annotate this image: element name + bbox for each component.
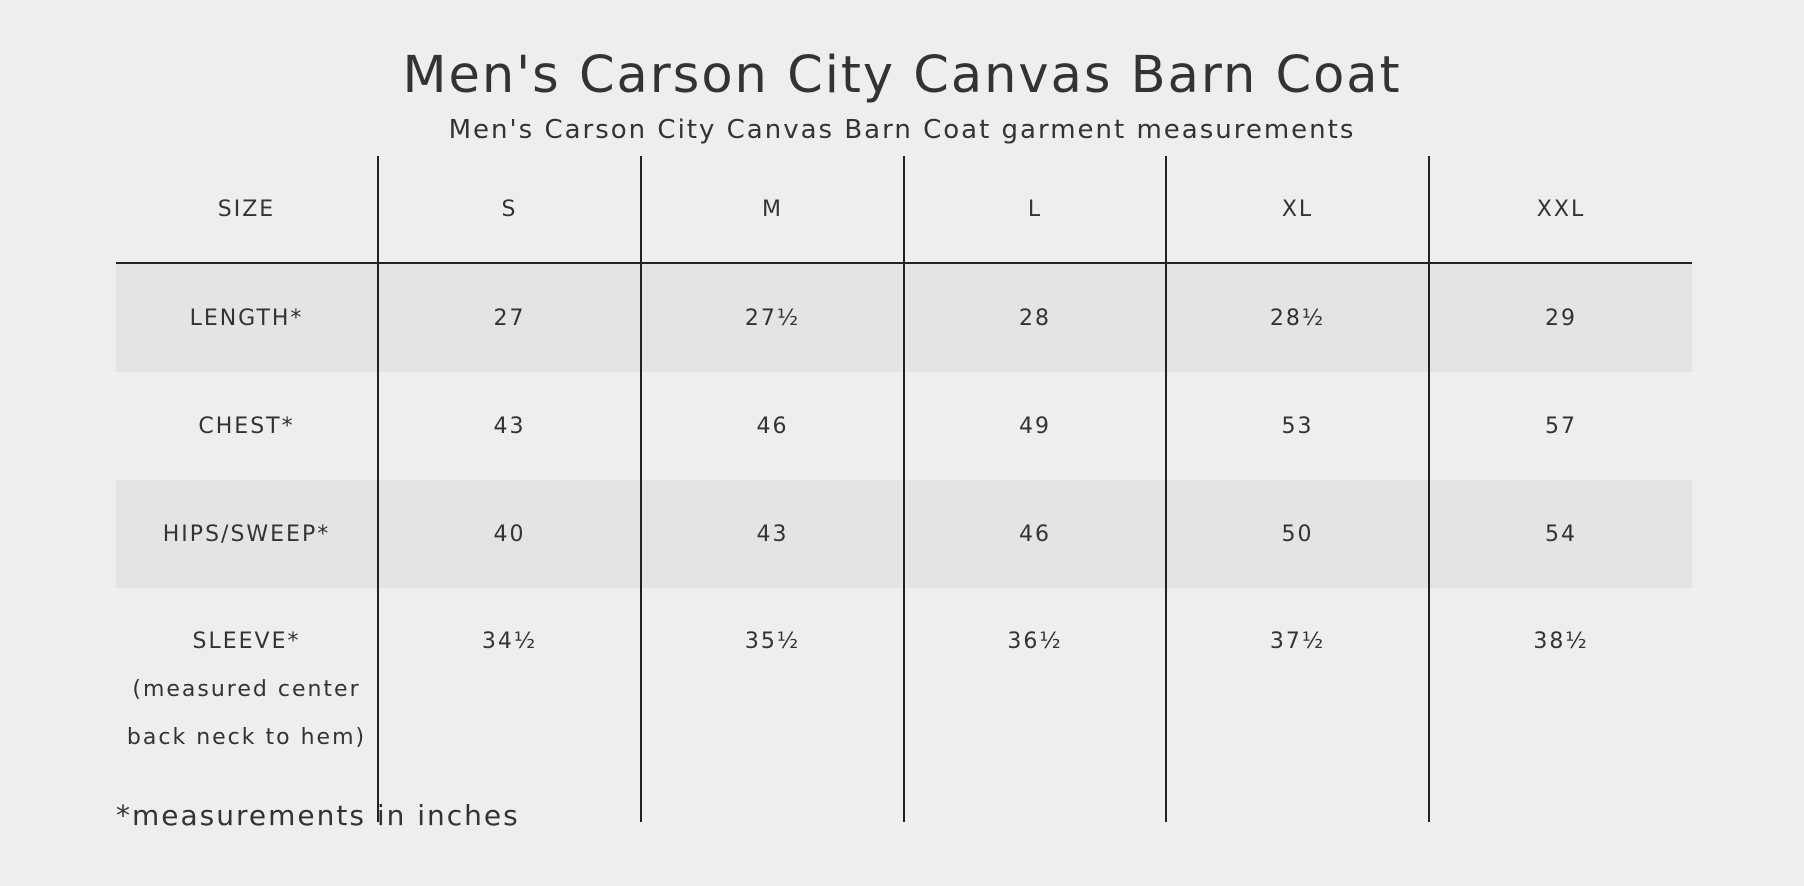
table-cell: 53 [1165, 372, 1429, 480]
table-cell: 46 [903, 480, 1166, 588]
table-cell: 40 [377, 480, 641, 588]
header-row: SIZE S M L XL XXL [116, 156, 1692, 264]
table-cell: 35½ [640, 588, 904, 822]
table-row-sleeve: SLEEVE* (measured center back neck to he… [116, 588, 1692, 822]
table-cell: 28 [903, 263, 1166, 372]
table-cell: 49 [903, 372, 1166, 480]
table-cell: 50 [1165, 480, 1429, 588]
table-cell: 34½ [377, 588, 641, 822]
table-row-length: LENGTH* 27 27½ 28 28½ 29 [116, 263, 1692, 372]
table-cell: 38½ [1428, 588, 1692, 822]
row-label-sleeve-cell: SLEEVE* (measured center back neck to he… [116, 588, 378, 822]
table-cell: 27½ [640, 263, 904, 372]
size-header-l: L [903, 156, 1166, 264]
table-cell: 46 [640, 372, 904, 480]
row-label-hips-sweep: HIPS/SWEEP* [116, 480, 378, 588]
page-title: Men's Carson City Canvas Barn Coat [402, 46, 1402, 105]
table-cell: 28½ [1165, 263, 1429, 372]
row-label-length: LENGTH* [116, 263, 378, 372]
table-cell: 29 [1428, 263, 1692, 372]
size-header-label: SIZE [116, 156, 378, 264]
page-subtitle: Men's Carson City Canvas Barn Coat garme… [448, 115, 1356, 145]
table-row-chest: CHEST* 43 46 49 53 57 [116, 372, 1692, 480]
row-label-chest: CHEST* [198, 413, 295, 439]
size-header-s: S [377, 156, 641, 264]
sleeve-note-line-1: (measured center [132, 677, 361, 702]
table-cell: 57 [1428, 372, 1692, 480]
size-header-xl: XL [1165, 156, 1429, 264]
size-header-xxl: XXL [1428, 156, 1692, 264]
table-cell: 54 [1428, 480, 1692, 588]
table-cell: 36½ [903, 588, 1166, 822]
size-chart-table: SIZE S M L XL XXL LENGTH* 27 27½ 28 28½ … [116, 156, 1692, 822]
table-cell: 37½ [1165, 588, 1429, 822]
table-cell: 43 [640, 480, 904, 588]
measurement-footnote: *measurements in inches [116, 799, 520, 832]
row-label-sleeve: SLEEVE* [192, 629, 301, 654]
size-header-m: M [640, 156, 904, 264]
sleeve-note-line-2: back neck to hem) [126, 725, 367, 750]
table-row-hips-sweep: HIPS/SWEEP* 40 43 46 50 54 [116, 480, 1692, 588]
table-cell: 43 [377, 372, 641, 480]
table-cell: 27 [377, 263, 641, 372]
